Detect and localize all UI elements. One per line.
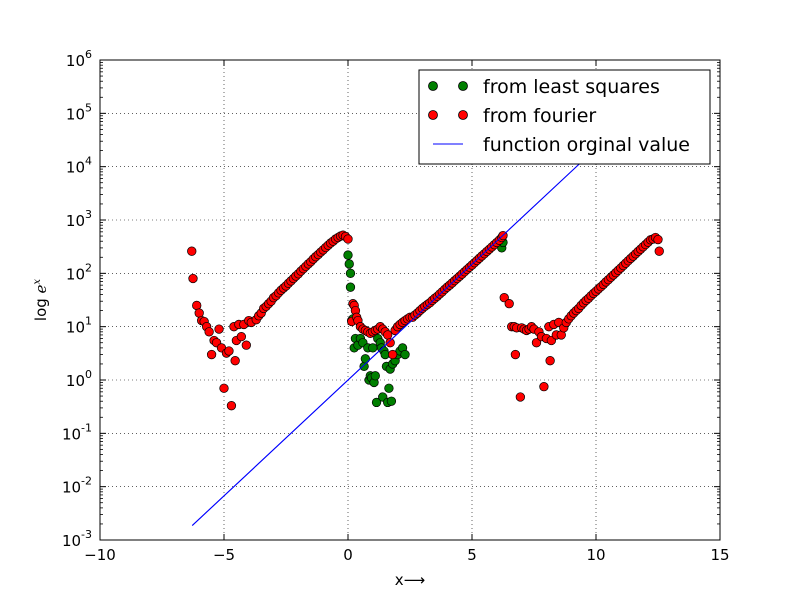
data-point-fourier	[236, 331, 247, 342]
x-axis-label: x⟶	[395, 571, 425, 589]
legend-marker-fourier-1	[428, 110, 438, 120]
data-point-least-squares	[345, 282, 356, 292]
legend-label-function: function orginal value	[483, 134, 690, 156]
data-point-fourier	[224, 346, 234, 356]
data-point-least-squares	[400, 349, 410, 360]
data-point-fourier	[510, 349, 521, 360]
y-tick-label: 103	[66, 208, 92, 230]
data-point-fourier	[187, 246, 197, 256]
y-tick-label: 105	[66, 101, 92, 123]
y-tick-label: 104	[66, 155, 92, 177]
y-tick-label: 106	[66, 48, 92, 70]
y-tick-labels: 10-3 10-2 10-1 100 101 102 103 104 105 106	[62, 48, 92, 550]
legend-marker-least-squares-1	[428, 81, 438, 91]
data-point-least-squares	[386, 396, 397, 406]
x-tick-label: −10	[84, 546, 116, 564]
data-point-least-squares	[344, 259, 354, 269]
data-point-least-squares	[359, 361, 369, 372]
series-markers-group	[187, 163, 664, 526]
y-tick-label: 10-2	[62, 475, 92, 497]
y-axis-label: log ex	[32, 279, 50, 322]
data-point-fourier	[230, 356, 240, 366]
data-point-least-squares	[370, 371, 380, 381]
x-tick-labels: −10 −5 0 5 10 15	[84, 546, 729, 564]
series-line-function-overlay	[191, 163, 581, 526]
y-tick-label: 102	[66, 261, 92, 283]
data-point-fourier	[499, 293, 509, 303]
data-point-fourier	[241, 340, 251, 350]
y-tick-label: 10-1	[62, 421, 92, 443]
data-point-least-squares	[345, 268, 356, 278]
plot-frame	[99, 59, 721, 541]
y-tick-label: 100	[66, 368, 92, 390]
y-tick-label: 10-3	[62, 528, 92, 550]
data-point-fourier	[653, 234, 663, 245]
x-tick-label: −5	[213, 546, 235, 564]
data-point-fourier	[206, 349, 217, 360]
data-point-least-squares	[368, 343, 378, 353]
data-point-fourier	[654, 246, 664, 256]
x-tick-label: 5	[467, 546, 477, 564]
data-point-least-squares	[343, 250, 353, 260]
legend-marker-least-squares-2	[458, 81, 468, 91]
data-point-fourier	[343, 234, 353, 244]
legend-marker-fourier-2	[458, 110, 468, 120]
data-point-fourier	[515, 392, 526, 402]
data-point-fourier	[387, 349, 398, 360]
data-point-fourier	[385, 338, 395, 348]
data-point-fourier	[214, 324, 224, 334]
x-tick-label: 0	[343, 546, 353, 564]
legend-label-fourier: from fourier	[483, 105, 596, 127]
data-point-least-squares	[360, 354, 371, 364]
data-point-fourier	[383, 330, 393, 340]
legend-label-least-squares: from least squares	[483, 76, 660, 98]
data-point-fourier	[545, 356, 555, 366]
data-point-least-squares	[384, 383, 394, 393]
data-point-fourier	[539, 382, 549, 392]
legend: from least squares from fourier function…	[418, 69, 711, 165]
data-point-fourier	[504, 299, 514, 309]
data-point-fourier	[531, 338, 542, 348]
y-tick-label: 101	[66, 315, 92, 337]
data-point-fourier	[219, 383, 229, 393]
data-point-fourier	[226, 401, 237, 411]
data-point-fourier	[204, 327, 214, 337]
data-point-least-squares	[371, 397, 382, 408]
data-point-fourier	[188, 273, 198, 284]
x-tick-label: 10	[586, 546, 605, 564]
axis-ticks	[99, 59, 721, 541]
x-tick-label: 15	[710, 546, 729, 564]
